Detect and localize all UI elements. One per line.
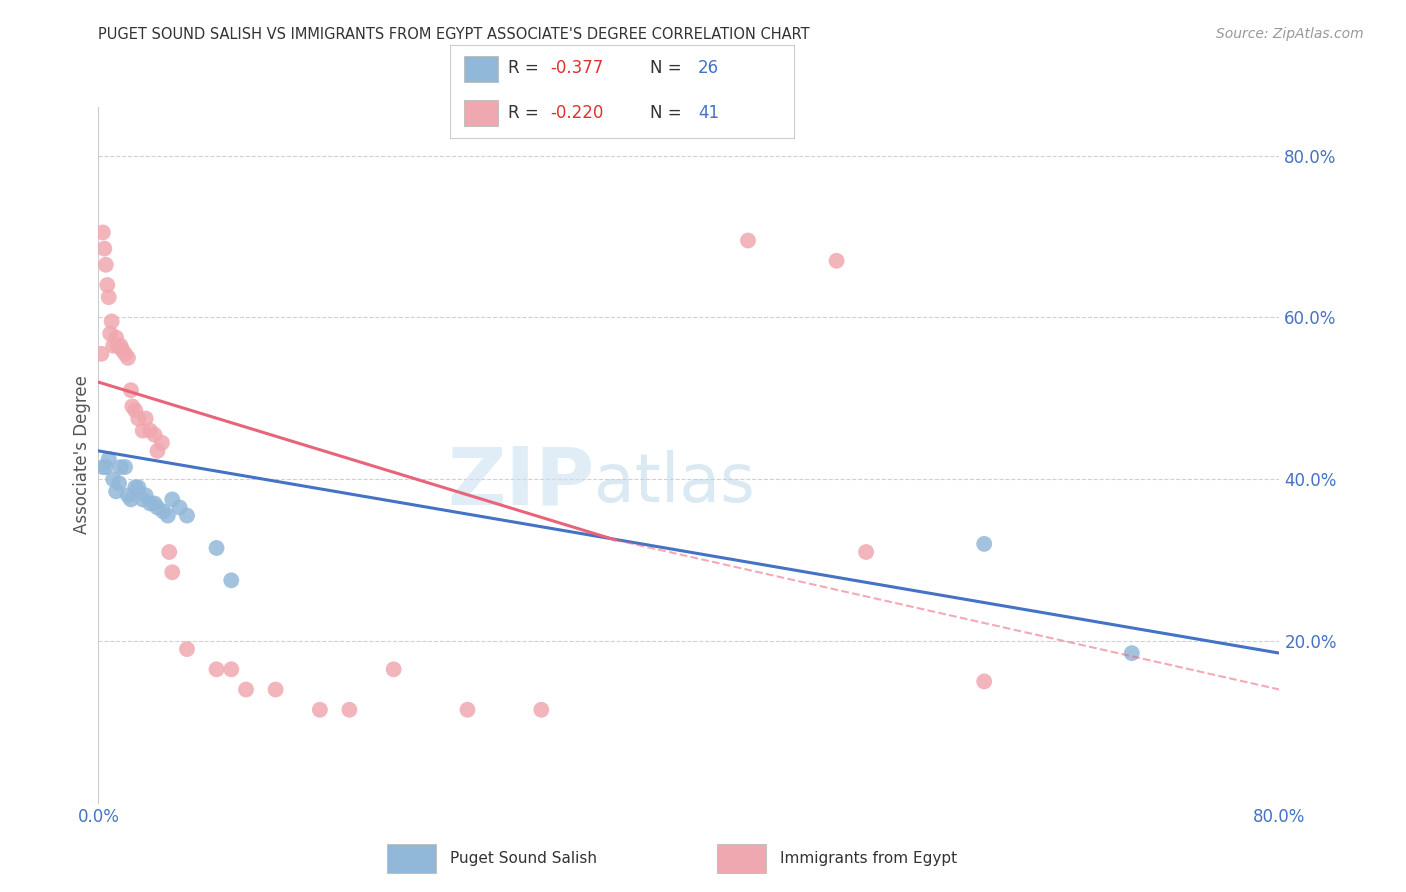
Point [143,427,166,442]
Point [127,480,149,494]
Point [264,682,287,697]
Text: 41: 41 [697,103,718,121]
Text: -0.377: -0.377 [550,60,603,78]
Point [152,504,174,518]
Bar [464,56,498,82]
Point [103,472,125,486]
Point [132,424,155,438]
Point [105,330,128,344]
Y-axis label: Associate's Degree: Associate's Degree [73,376,91,534]
Point [135,488,157,502]
Point [110,339,132,353]
Point [117,351,139,365]
Point [93,242,115,256]
Text: N =: N = [650,103,686,121]
Point [219,574,242,588]
Point [120,383,142,397]
Point [1121,646,1143,660]
Point [124,403,146,417]
Point [135,411,157,425]
Point [139,496,162,510]
Point [146,500,169,515]
Point [339,703,360,717]
Point [205,541,228,555]
Point [91,460,114,475]
Point [105,484,128,499]
Text: PUGET SOUND SALISH VS IMMIGRANTS FROM EGYPT ASSOCIATE'S DEGREE CORRELATION CHART: PUGET SOUND SALISH VS IMMIGRANTS FROM EG… [98,27,810,42]
Text: N =: N = [650,60,686,78]
Point [156,508,179,523]
Point [97,452,120,467]
Point [309,703,332,717]
Point [110,460,132,475]
Point [973,537,995,551]
Text: Immigrants from Egypt: Immigrants from Egypt [780,851,957,866]
Text: R =: R = [509,60,544,78]
Point [108,476,131,491]
Point [150,435,173,450]
Point [120,492,142,507]
Point [124,480,146,494]
Bar [464,100,498,126]
Point [97,290,120,304]
Point [94,258,117,272]
Point [100,314,122,328]
Point [103,339,125,353]
Point [205,662,228,676]
Point [456,703,478,717]
Bar [387,844,436,873]
Point [114,347,136,361]
Text: atlas: atlas [595,450,755,516]
Point [90,347,112,361]
Point [114,460,136,475]
Point [96,278,118,293]
Point [111,343,134,357]
Point [235,682,257,697]
Point [176,508,198,523]
Point [855,545,877,559]
Bar [717,844,766,873]
Point [382,662,405,676]
Point [121,400,143,414]
Point [98,326,121,341]
Point [162,492,183,507]
Point [146,443,169,458]
Point [94,460,117,475]
Point [737,234,759,248]
Text: 26: 26 [697,60,718,78]
Text: Puget Sound Salish: Puget Sound Salish [450,851,598,866]
Point [117,488,139,502]
Point [91,226,114,240]
Point [169,500,191,515]
Point [825,253,848,268]
Text: Source: ZipAtlas.com: Source: ZipAtlas.com [1216,27,1364,41]
Point [219,662,242,676]
Text: -0.220: -0.220 [550,103,603,121]
Text: R =: R = [509,103,544,121]
Point [530,703,553,717]
Point [127,411,149,425]
Point [143,496,166,510]
Point [139,424,162,438]
Point [973,674,995,689]
Point [176,642,198,657]
Point [107,339,129,353]
Point [162,566,183,580]
Text: ZIP: ZIP [447,443,595,522]
Point [157,545,180,559]
Point [132,492,155,507]
